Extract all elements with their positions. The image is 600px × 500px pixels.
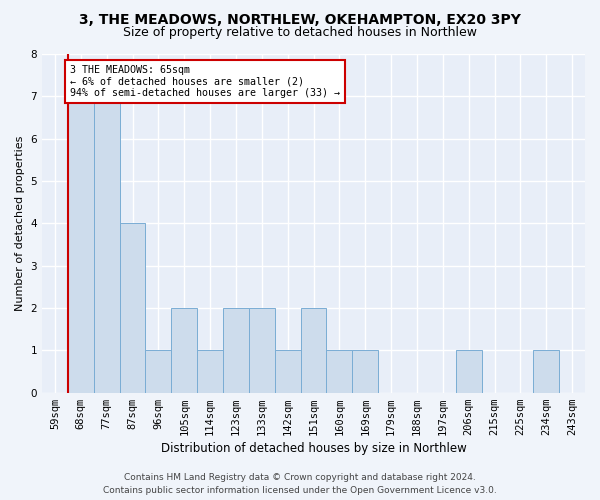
Bar xyxy=(94,96,119,393)
Text: Contains HM Land Registry data © Crown copyright and database right 2024.
Contai: Contains HM Land Registry data © Crown c… xyxy=(103,474,497,495)
Bar xyxy=(197,350,223,393)
X-axis label: Distribution of detached houses by size in Northlew: Distribution of detached houses by size … xyxy=(161,442,466,455)
Bar xyxy=(119,224,145,392)
Bar xyxy=(223,308,249,392)
Text: 3 THE MEADOWS: 65sqm
← 6% of detached houses are smaller (2)
94% of semi-detache: 3 THE MEADOWS: 65sqm ← 6% of detached ho… xyxy=(70,64,340,98)
Bar xyxy=(352,350,378,393)
Bar xyxy=(68,96,94,393)
Y-axis label: Number of detached properties: Number of detached properties xyxy=(15,136,25,311)
Text: 3, THE MEADOWS, NORTHLEW, OKEHAMPTON, EX20 3PY: 3, THE MEADOWS, NORTHLEW, OKEHAMPTON, EX… xyxy=(79,12,521,26)
Bar xyxy=(301,308,326,392)
Bar xyxy=(145,350,172,393)
Bar xyxy=(456,350,482,393)
Bar xyxy=(172,308,197,392)
Bar xyxy=(533,350,559,393)
Bar xyxy=(275,350,301,393)
Bar xyxy=(326,350,352,393)
Text: Size of property relative to detached houses in Northlew: Size of property relative to detached ho… xyxy=(123,26,477,39)
Bar xyxy=(249,308,275,392)
